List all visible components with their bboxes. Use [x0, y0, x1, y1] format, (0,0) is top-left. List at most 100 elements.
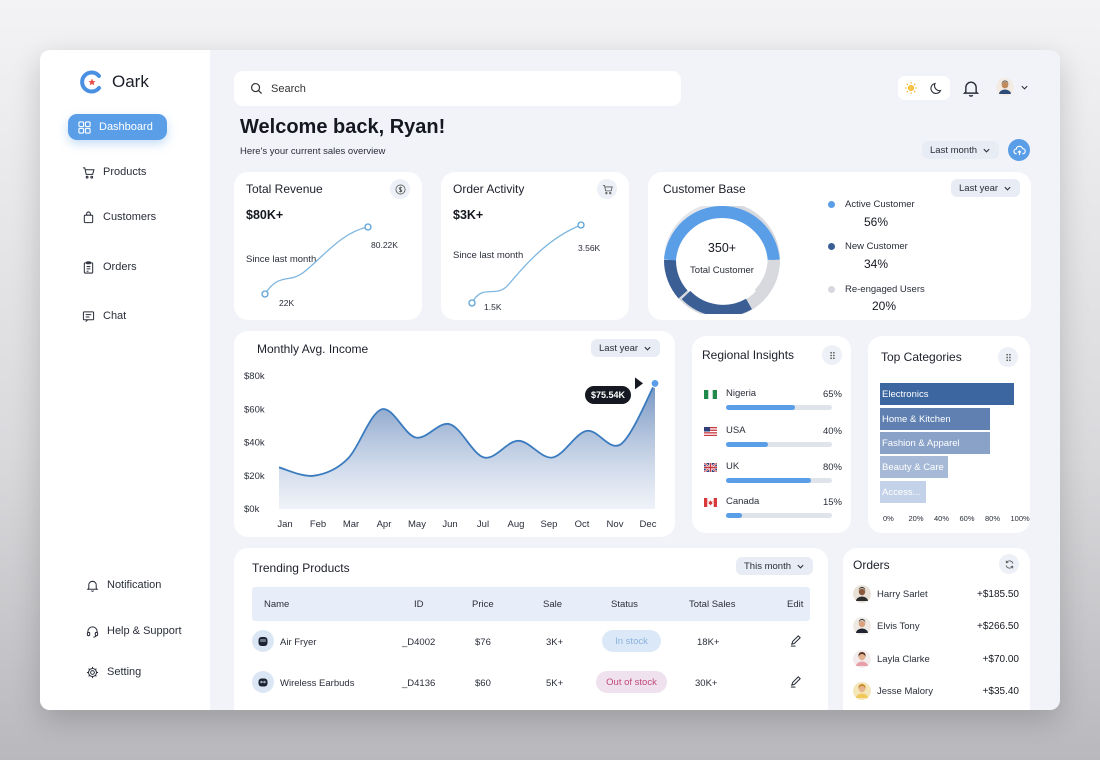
edit-pen-icon[interactable]: [789, 634, 802, 647]
region-progress-fill: [726, 513, 742, 518]
income-data-point[interactable]: [650, 378, 660, 389]
product-name: Wireless Earbuds: [280, 678, 355, 689]
legend-dot: [828, 243, 835, 250]
product-sale: 5K+: [546, 678, 564, 689]
y-tick-label: $0k: [244, 504, 260, 515]
revenue-value: $80K+: [246, 208, 284, 222]
region-name: UK: [726, 461, 740, 472]
notification-bell-icon[interactable]: [962, 79, 980, 97]
x-tick-label: Feb: [310, 519, 326, 530]
sidebar-item-label: Products: [103, 166, 147, 178]
category-tick-label: 20%: [908, 514, 924, 523]
search-bar[interactable]: [234, 71, 681, 106]
column-header: Price: [472, 599, 494, 610]
x-tick-label: Aug: [508, 519, 525, 530]
y-tick-label: $80k: [244, 371, 265, 382]
product-total-sales: 18K+: [697, 637, 720, 648]
sun-icon[interactable]: [904, 81, 918, 95]
order-customer-name: Jesse Malory: [877, 686, 933, 697]
category-bar[interactable]: Home & Kitchen: [880, 408, 990, 430]
donut-total-label: Total Customer: [690, 265, 754, 276]
customer-filter-label: Last year: [959, 182, 999, 194]
x-tick-label: Oct: [575, 519, 590, 530]
category-bar[interactable]: Beauty & Care: [880, 456, 949, 478]
legend-value: 34%: [864, 257, 889, 271]
sidebar-item-setting[interactable]: Setting: [86, 659, 141, 685]
earbuds-thumbnail: [252, 671, 274, 693]
category-tick-label: 80%: [985, 514, 1001, 523]
legend-label: Active Customer: [845, 199, 915, 210]
avatar: [853, 585, 871, 603]
app-window: Oark Dashboard Products Customers Orders…: [40, 50, 1060, 710]
region-name: Canada: [726, 496, 760, 507]
period-filter[interactable]: Last month: [922, 141, 999, 159]
trending-filter-label: This month: [744, 560, 791, 572]
monthly-income-card: Monthly Avg. Income Last year $80k $60k $4…: [234, 331, 675, 537]
card-title: Trending Products: [252, 561, 350, 575]
category-bar[interactable]: Electronics: [880, 383, 1014, 405]
search-input[interactable]: [271, 82, 651, 95]
revenue-note: Since last month: [246, 254, 317, 265]
sidebar-item-help[interactable]: Help & Support: [86, 618, 182, 644]
moon-icon[interactable]: [930, 81, 944, 95]
product-price: $60: [475, 678, 491, 689]
flag-icon: [704, 498, 717, 507]
card-title: Top Categories: [881, 350, 962, 364]
trending-products-card: Trending Products This month Name ID Pri…: [234, 548, 828, 710]
order-row[interactable]: Layla Clarke +$70.00: [853, 650, 1019, 672]
flag-icon: [704, 390, 717, 399]
order-row[interactable]: Jesse Malory +$35.40: [853, 682, 1019, 704]
sidebar-item-orders[interactable]: Orders: [82, 254, 137, 280]
flag-icon: [704, 463, 717, 472]
refresh-icon[interactable]: [999, 554, 1019, 574]
category-tick-label: 60%: [959, 514, 975, 523]
card-title: Customer Base: [663, 182, 746, 196]
grip-icon[interactable]: [822, 345, 842, 365]
order-note: Since last month: [453, 250, 524, 261]
chevron-down-icon: [797, 564, 804, 569]
category-bar[interactable]: Fashion & Apparel: [880, 432, 990, 454]
upload-button[interactable]: [1008, 139, 1030, 161]
sidebar-item-customers[interactable]: Customers: [82, 204, 156, 230]
sidebar: Oark Dashboard Products Customers Orders…: [40, 50, 210, 710]
sidebar-item-notification[interactable]: Notification: [86, 572, 161, 598]
logo[interactable]: Oark: [80, 70, 149, 94]
region-progress-fill: [726, 478, 811, 483]
period-filter-label: Last month: [930, 144, 977, 156]
category-tick-label: 100%: [1010, 514, 1030, 523]
product-id: _D4002: [402, 637, 436, 648]
x-tick-label: Sep: [541, 519, 558, 530]
sidebar-item-chat[interactable]: Chat: [82, 303, 126, 329]
chart-tooltip: $75.54K: [585, 386, 632, 404]
legend-value: 20%: [872, 299, 897, 313]
sidebar-item-label: Setting: [107, 666, 142, 678]
revenue-end-label: 80.22K: [371, 240, 398, 250]
profile-menu[interactable]: [996, 78, 1029, 96]
total-revenue-card: Total Revenue $80K+ Since last month 22K…: [234, 172, 422, 320]
avatar: [853, 617, 871, 635]
income-series-line: [278, 382, 656, 477]
orders-card: Orders Harry Sarlet +$185.50 Elvis Tony …: [843, 548, 1030, 710]
x-tick-label: Apr: [377, 519, 392, 530]
edit-pen-icon[interactable]: [789, 675, 802, 688]
customer-filter[interactable]: Last year: [951, 179, 1021, 197]
order-amount: +$70.00: [982, 654, 1019, 665]
sidebar-item-dashboard[interactable]: Dashboard: [68, 114, 167, 140]
order-value: $3K+: [453, 208, 484, 222]
theme-toggle[interactable]: [898, 76, 950, 100]
region-progress-fill: [726, 405, 795, 410]
revenue-start-label: 22K: [279, 298, 295, 308]
legend-active: Active Customer: [828, 199, 915, 210]
order-row[interactable]: Harry Sarlet +$185.50: [853, 585, 1019, 607]
trending-filter[interactable]: This month: [736, 557, 813, 575]
category-bar[interactable]: Access...: [880, 481, 926, 503]
gear-icon: [86, 666, 99, 678]
sidebar-item-products[interactable]: Products: [82, 159, 146, 185]
cart-icon: [597, 179, 617, 199]
order-row[interactable]: Elvis Tony +$266.50: [853, 617, 1019, 639]
y-tick-label: $60k: [244, 404, 265, 415]
column-header: Sale: [543, 599, 563, 610]
income-filter[interactable]: Last year: [591, 339, 661, 357]
sidebar-item-label: Customers: [103, 211, 157, 223]
grip-icon[interactable]: [998, 347, 1018, 367]
